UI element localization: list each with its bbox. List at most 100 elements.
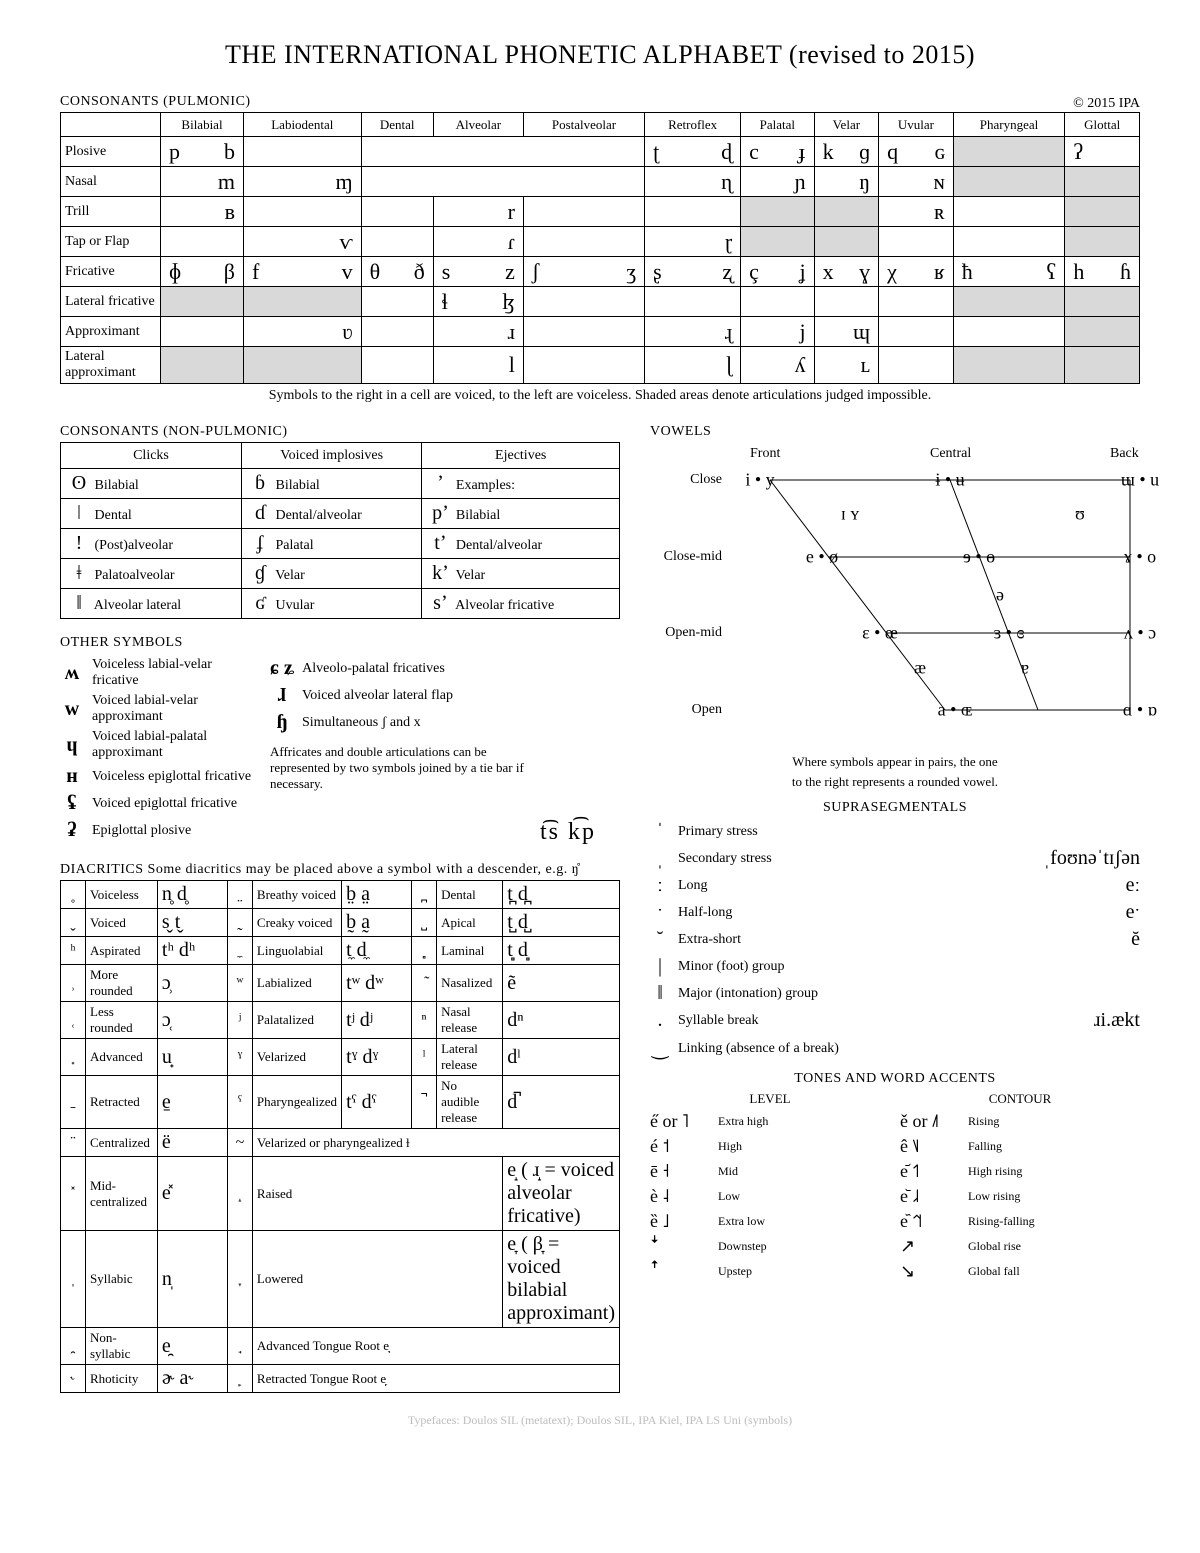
- diacritic-cell: ̺: [412, 909, 437, 937]
- consonant-cell: [953, 317, 1065, 347]
- diacritic-cell: ~: [227, 1129, 252, 1157]
- consonant-cell: [953, 137, 1065, 167]
- diacritic-cell: ̠: [61, 1076, 86, 1129]
- diacritic-cell: ̜: [61, 1002, 86, 1039]
- consonant-cell: [645, 287, 741, 317]
- vowel-symbol: ɑ • ɒ: [1123, 700, 1157, 721]
- consonant-cell: ʎ: [741, 347, 814, 384]
- consonant-cell: [523, 227, 644, 257]
- diacritic-cell: Nasal release: [437, 1002, 503, 1039]
- vowel-symbol: ə: [996, 585, 1004, 606]
- manner-label: Nasal: [61, 167, 161, 197]
- consonant-cell: [953, 347, 1065, 384]
- manner-label: Lateral approximant: [61, 347, 161, 384]
- diacritic-cell: Retracted Tongue Root e̙: [252, 1365, 619, 1393]
- consonant-cell: ɽ: [645, 227, 741, 257]
- nonpul-cell: ǀ Dental: [61, 499, 242, 529]
- consonant-cell: ʈɖ: [645, 137, 741, 167]
- consonant-cell: [161, 227, 244, 257]
- place-header: Bilabial: [161, 113, 244, 137]
- consonant-cell: [879, 347, 954, 384]
- nonpul-cell: ʛ Uvular: [241, 589, 421, 619]
- diacritics-label: DIACRITICS Some diacritics may be placed…: [60, 862, 620, 878]
- diacritic-cell: ̚: [412, 1076, 437, 1129]
- consonant-cell: ⱱ: [243, 227, 361, 257]
- vowel-symbol: ʌ • ɔ: [1124, 623, 1156, 644]
- consonant-cell: [814, 197, 879, 227]
- consonant-cell: ɭ: [645, 347, 741, 384]
- diacritic-cell: Pharyngealized: [252, 1076, 341, 1129]
- tone-item: ↘Global fall: [900, 1261, 1140, 1282]
- consonant-cell: ɲ: [741, 167, 814, 197]
- diacritic-cell: Apical: [437, 909, 503, 937]
- consonant-cell: xɣ: [814, 257, 879, 287]
- place-header: Palatal: [741, 113, 814, 137]
- consonant-cell: hɦ: [1065, 257, 1140, 287]
- other-symbol-item: ɧSimultaneous ʃ and x: [270, 711, 530, 734]
- supra-item: ˑHalf-longeˑ: [650, 901, 1140, 924]
- manner-label: Fricative: [61, 257, 161, 287]
- diacritic-cell: ̘: [227, 1328, 252, 1365]
- consonant-cell: ʔ: [1065, 137, 1140, 167]
- vowel-row-label: Close: [652, 472, 722, 488]
- diacritic-cell: Laminal: [437, 937, 503, 965]
- manner-label: Lateral fricative: [61, 287, 161, 317]
- pulmonic-caption: Symbols to the right in a cell are voice…: [60, 388, 1140, 404]
- nonpul-cell: ʄ Palatal: [241, 529, 421, 559]
- supra-item: .Syllable breakɹi.ækt: [650, 1009, 1140, 1032]
- consonant-cell: [1065, 347, 1140, 384]
- diacritic-cell: ˠ: [227, 1039, 252, 1076]
- nonpul-cell: ɠ Velar: [241, 559, 421, 589]
- consonant-cell: [361, 347, 433, 384]
- nonpul-cell: pʼ Bilabial: [422, 499, 620, 529]
- consonant-cell: ɾ: [433, 227, 523, 257]
- consonant-cell: [741, 227, 814, 257]
- diacritic-cell: No audible release: [437, 1076, 503, 1129]
- consonant-cell: ɬɮ: [433, 287, 523, 317]
- diacritic-cell: Breathy voiced: [252, 881, 341, 909]
- copyright: © 2015 IPA: [1073, 96, 1140, 112]
- consonant-cell: [645, 197, 741, 227]
- diacritic-cell: ̃: [412, 965, 437, 1002]
- consonant-cell: [523, 287, 644, 317]
- consonant-cell: [1065, 317, 1140, 347]
- place-header: Postalveolar: [523, 113, 644, 137]
- consonant-cell: [161, 287, 244, 317]
- consonant-cell: [523, 197, 644, 227]
- pulmonic-table: BilabialLabiodentalDentalAlveolarPostalv…: [60, 112, 1140, 384]
- vowel-symbol: ɨ • ʉ: [935, 470, 964, 491]
- consonant-cell: qɢ: [879, 137, 954, 167]
- consonant-cell: [1065, 197, 1140, 227]
- vowel-symbol: ɜ • ɞ: [994, 623, 1025, 644]
- manner-label: Approximant: [61, 317, 161, 347]
- nonpul-header: Clicks: [61, 443, 242, 469]
- diacritic-cell: Lateral release: [437, 1039, 503, 1076]
- nonpul-cell: ǂ Palatoalveolar: [61, 559, 242, 589]
- diacritics-table: ̥Voicelessn̥ d̥̤Breathy voicedb̤ a̤̪Dent…: [60, 880, 620, 1393]
- diacritic-cell: ̟: [61, 1039, 86, 1076]
- tones-level-list: e̋ or ˥Extra highé ˦Highē ˧Midè ˨Lowȅ ˩E…: [650, 1111, 890, 1282]
- consonant-cell: [814, 287, 879, 317]
- consonant-cell: [523, 347, 644, 384]
- consonant-cell: [243, 347, 361, 384]
- pulmonic-label: CONSONANTS (PULMONIC): [60, 94, 251, 110]
- consonant-cell: m: [161, 167, 244, 197]
- consonant-cell: [879, 287, 954, 317]
- diacritic-cell: Mid-centralized: [86, 1157, 158, 1231]
- consonant-cell: ħʕ: [953, 257, 1065, 287]
- consonant-cell: [361, 167, 645, 197]
- tone-item: ↗Global rise: [900, 1236, 1140, 1257]
- place-header: Retroflex: [645, 113, 741, 137]
- diacritic-cell: ̥: [61, 881, 86, 909]
- other-symbol-item: ɥVoiced labial-palatal approximant: [60, 729, 260, 761]
- diacritic-cell: Velarized: [252, 1039, 341, 1076]
- diacritic-cell: More rounded: [86, 965, 158, 1002]
- other-symbol-item: ʍVoiceless labial-velar fricative: [60, 657, 260, 689]
- diacritic-cell: ̰: [227, 909, 252, 937]
- nonpul-cell: sʼ Alveolar fricative: [422, 589, 620, 619]
- supra-item: ‿Linking (absence of a break): [650, 1036, 1140, 1061]
- diacritic-cell: Dental: [437, 881, 503, 909]
- diacritic-cell: Less rounded: [86, 1002, 158, 1039]
- other-symbol-item: ʡEpiglottal plosive: [60, 819, 260, 842]
- consonant-cell: fv: [243, 257, 361, 287]
